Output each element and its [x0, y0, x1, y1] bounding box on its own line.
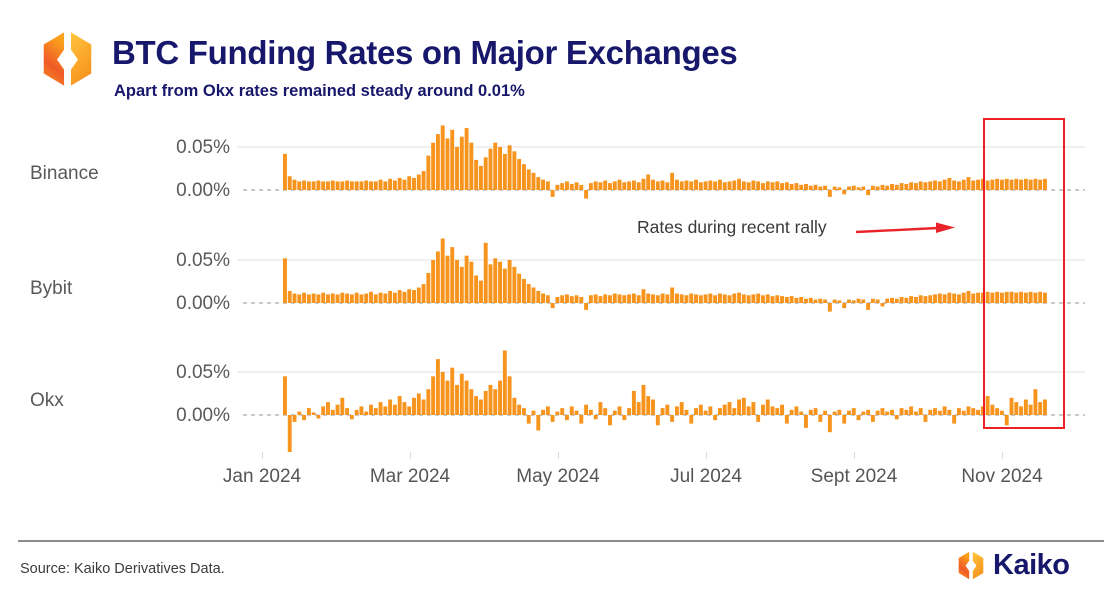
xtick-label-jan: Jan 2024	[222, 466, 302, 487]
source-note: Source: Kaiko Derivatives Data.	[20, 561, 225, 577]
bybit-bar-series	[237, 238, 1085, 312]
ytick-binance-005: 0.05%	[176, 137, 230, 158]
xtick-label-mar: Mar 2024	[369, 466, 451, 487]
series-label-okx: Okx	[30, 390, 64, 411]
page-subtitle: Apart from Okx rates remained steady aro…	[114, 82, 525, 100]
recent-rally-highlight-box	[983, 118, 1065, 429]
footer-divider	[18, 540, 1104, 542]
okx-plot-area	[237, 340, 1085, 476]
page-title: BTC Funding Rates on Major Exchanges	[112, 34, 738, 71]
xtick-mark-mar	[410, 452, 411, 459]
ytick-okx-005: 0.05%	[176, 362, 230, 383]
xtick-mark-sept	[854, 452, 855, 459]
bybit-plot-area	[237, 228, 1085, 340]
okx-bar-series	[237, 350, 1085, 476]
kaiko-logo-icon	[43, 32, 92, 86]
footer-brand: Kaiko	[956, 549, 1070, 582]
ytick-binance-000: 0.00%	[176, 180, 230, 201]
kaiko-wordmark: Kaiko	[993, 549, 1070, 581]
annotation-text: Rates during recent rally	[637, 217, 827, 237]
ytick-bybit-000: 0.00%	[176, 293, 230, 314]
xtick-mark-jan	[262, 452, 263, 459]
series-label-bybit: Bybit	[30, 278, 73, 299]
xtick-mark-jul	[706, 452, 707, 459]
xtick-label-sept: Sept 2024	[810, 466, 898, 487]
xtick-label-may: May 2024	[516, 466, 600, 487]
kaiko-footer-logo-icon	[958, 551, 984, 580]
xtick-label-nov: Nov 2024	[961, 466, 1043, 487]
binance-bar-series	[237, 125, 1085, 199]
annotation-arrow-icon	[855, 222, 955, 234]
binance-plot-area	[237, 115, 1085, 227]
xtick-mark-nov	[1002, 452, 1003, 459]
xtick-label-jul: Jul 2024	[670, 466, 742, 487]
ytick-bybit-005: 0.05%	[176, 250, 230, 271]
series-label-binance: Binance	[30, 163, 99, 184]
ytick-okx-000: 0.00%	[176, 405, 230, 426]
xtick-mark-may	[558, 452, 559, 459]
